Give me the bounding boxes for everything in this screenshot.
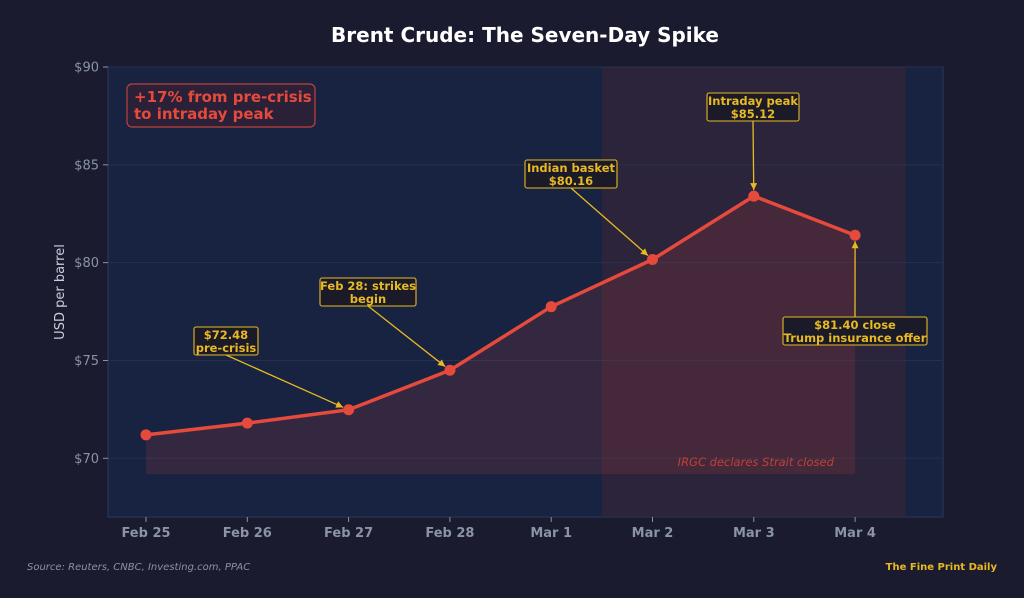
annotation-label: Feb 28: strikes: [320, 279, 416, 293]
annotation-label: $85.12: [731, 107, 775, 121]
x-tick-label: Mar 4: [834, 526, 876, 541]
shaded-region-label: IRGC declares Strait closed: [678, 455, 835, 469]
y-tick-label: $90: [74, 61, 99, 76]
series-line: [144, 194, 857, 437]
annotation-arrowhead: [851, 241, 859, 249]
annotation-label: $81.40 close: [814, 318, 896, 332]
data-point: [140, 429, 152, 441]
annotation-label: Indian basket: [527, 161, 616, 175]
chart-title: Brent Crude: The Seven-Day Spike: [331, 23, 719, 47]
annotation-arrow: [570, 187, 649, 257]
data-point: [748, 190, 760, 202]
x-tick-label: Mar 2: [632, 526, 674, 541]
data-point: [849, 229, 861, 241]
annotation-arrow: [367, 305, 446, 368]
y-tick-label: $80: [74, 256, 99, 271]
annotation-arrowhead: [437, 359, 446, 367]
data-point: [343, 404, 355, 416]
callout-line-1: +17% from pre-crisis: [134, 88, 312, 106]
y-axis-label: USD per barrel: [53, 244, 68, 340]
annotation-label: Intraday peak: [708, 94, 798, 108]
annotation-arrow: [752, 120, 755, 191]
data-point: [647, 254, 658, 266]
annotation-arrowhead: [335, 401, 344, 408]
annotation-arrow: [225, 354, 344, 408]
x-tick-label: Feb 26: [223, 526, 272, 541]
annotation-label: Trump insurance offer: [784, 331, 927, 345]
brand-label: The Fine Print Daily: [886, 562, 998, 573]
y-tick-label: $70: [74, 452, 99, 467]
x-tick-label: Feb 27: [324, 526, 373, 541]
x-tick-label: Mar 1: [530, 526, 572, 541]
callout-box: +17% from pre-crisis to intraday peak: [126, 83, 316, 128]
x-tick-label: Feb 28: [425, 526, 474, 541]
x-tick-label: Feb 25: [121, 526, 170, 541]
y-tick-label: $75: [74, 354, 99, 369]
data-point: [241, 417, 253, 429]
annotation-box: [706, 92, 800, 122]
annotation-label: $72.48: [204, 328, 248, 342]
area-fill: [146, 196, 856, 474]
source-note: Source: Reuters, CNBC, Investing.com, PP…: [27, 562, 250, 573]
annotation-box: [524, 159, 618, 189]
annotation-label: pre-crisis: [196, 341, 257, 355]
y-tick-label: $85: [74, 158, 99, 173]
annotation-box: [193, 326, 259, 356]
callout-line-2: to intraday peak: [134, 105, 275, 123]
data-point: [545, 301, 557, 313]
annotation-box: [319, 277, 417, 307]
annotation-box: [782, 316, 928, 346]
annotation-arrowhead: [750, 183, 758, 191]
data-point: [444, 364, 456, 376]
annotation-arrowhead: [640, 248, 648, 256]
annotation-label: $80.16: [549, 174, 593, 188]
annotation-label: begin: [350, 292, 386, 306]
x-tick-label: Mar 3: [733, 526, 775, 541]
